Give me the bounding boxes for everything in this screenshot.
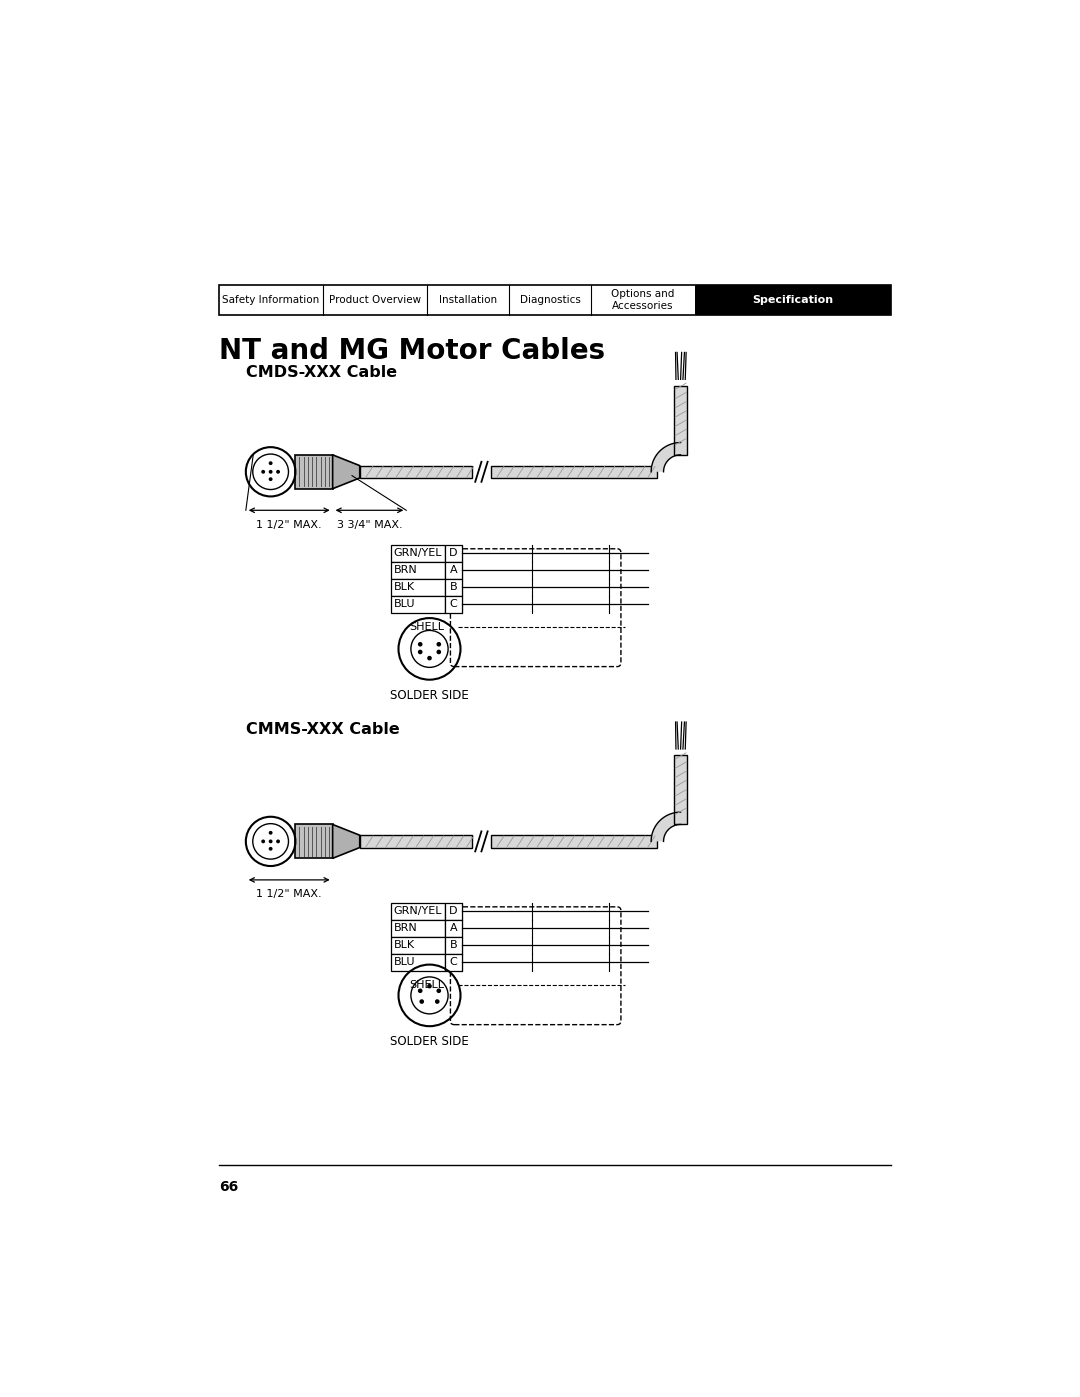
Bar: [391, 921, 445, 937]
Circle shape: [276, 469, 280, 474]
Bar: [445, 562, 462, 578]
Text: Diagnostics: Diagnostics: [519, 295, 580, 305]
Text: SOLDER SIDE: SOLDER SIDE: [390, 689, 469, 701]
Circle shape: [261, 469, 265, 474]
Bar: [391, 595, 445, 613]
Text: SHELL: SHELL: [409, 979, 444, 989]
Text: Specification: Specification: [753, 295, 834, 305]
Text: BLU: BLU: [394, 957, 416, 967]
Bar: [218, 285, 891, 316]
Text: A: A: [449, 566, 457, 576]
Bar: [391, 562, 445, 578]
Bar: [391, 902, 445, 921]
Circle shape: [418, 989, 422, 993]
Text: B: B: [449, 940, 457, 950]
Text: 1 1/2" MAX.: 1 1/2" MAX.: [256, 520, 322, 529]
Polygon shape: [651, 812, 680, 841]
Text: B: B: [449, 583, 457, 592]
Circle shape: [418, 650, 422, 654]
Bar: [391, 937, 445, 954]
Text: C: C: [449, 599, 458, 609]
Bar: [674, 386, 687, 455]
Bar: [296, 824, 333, 858]
Circle shape: [269, 461, 272, 465]
Circle shape: [269, 478, 272, 481]
Bar: [445, 902, 462, 921]
Circle shape: [261, 840, 265, 844]
Text: Installation: Installation: [438, 295, 497, 305]
Text: SOLDER SIDE: SOLDER SIDE: [390, 1035, 469, 1048]
Text: BRN: BRN: [394, 923, 418, 933]
Text: BLU: BLU: [394, 599, 416, 609]
Text: C: C: [449, 957, 458, 967]
Circle shape: [436, 650, 441, 654]
Text: A: A: [449, 923, 457, 933]
Text: D: D: [449, 907, 458, 916]
Text: CMDS-XXX Cable: CMDS-XXX Cable: [246, 365, 397, 380]
Polygon shape: [333, 455, 360, 489]
Text: GRN/YEL: GRN/YEL: [394, 549, 443, 559]
Circle shape: [436, 643, 441, 647]
Polygon shape: [651, 443, 680, 472]
Bar: [360, 465, 472, 478]
Circle shape: [428, 983, 432, 989]
Text: Product Overview: Product Overview: [329, 295, 421, 305]
Circle shape: [418, 643, 422, 647]
Bar: [391, 954, 445, 971]
Bar: [445, 545, 462, 562]
Text: BLK: BLK: [394, 583, 415, 592]
Circle shape: [436, 989, 441, 993]
Bar: [391, 578, 445, 595]
Circle shape: [419, 999, 424, 1004]
Bar: [391, 545, 445, 562]
Bar: [696, 285, 891, 316]
Bar: [490, 465, 658, 478]
Text: Safety Information: Safety Information: [222, 295, 320, 305]
Bar: [445, 937, 462, 954]
Circle shape: [269, 847, 272, 851]
Text: BRN: BRN: [394, 566, 418, 576]
Text: 66: 66: [218, 1180, 238, 1194]
Circle shape: [435, 999, 440, 1004]
Circle shape: [276, 840, 280, 844]
Text: Options and
Accessories: Options and Accessories: [611, 289, 675, 312]
Bar: [490, 835, 658, 848]
Text: NT and MG Motor Cables: NT and MG Motor Cables: [218, 337, 605, 365]
Bar: [445, 954, 462, 971]
Circle shape: [269, 831, 272, 834]
Text: 1 1/2" MAX.: 1 1/2" MAX.: [256, 888, 322, 900]
Bar: [296, 455, 333, 489]
Bar: [445, 578, 462, 595]
Circle shape: [428, 655, 432, 661]
Text: 3 3/4" MAX.: 3 3/4" MAX.: [337, 520, 402, 529]
Bar: [674, 756, 687, 824]
Circle shape: [269, 840, 272, 844]
Text: CMMS-XXX Cable: CMMS-XXX Cable: [246, 722, 400, 738]
Text: SHELL: SHELL: [409, 622, 444, 631]
Circle shape: [269, 469, 272, 474]
Text: D: D: [449, 549, 458, 559]
Bar: [360, 835, 472, 848]
Bar: [445, 921, 462, 937]
Text: GRN/YEL: GRN/YEL: [394, 907, 443, 916]
Polygon shape: [333, 824, 360, 858]
Text: BLK: BLK: [394, 940, 415, 950]
Bar: [445, 595, 462, 613]
